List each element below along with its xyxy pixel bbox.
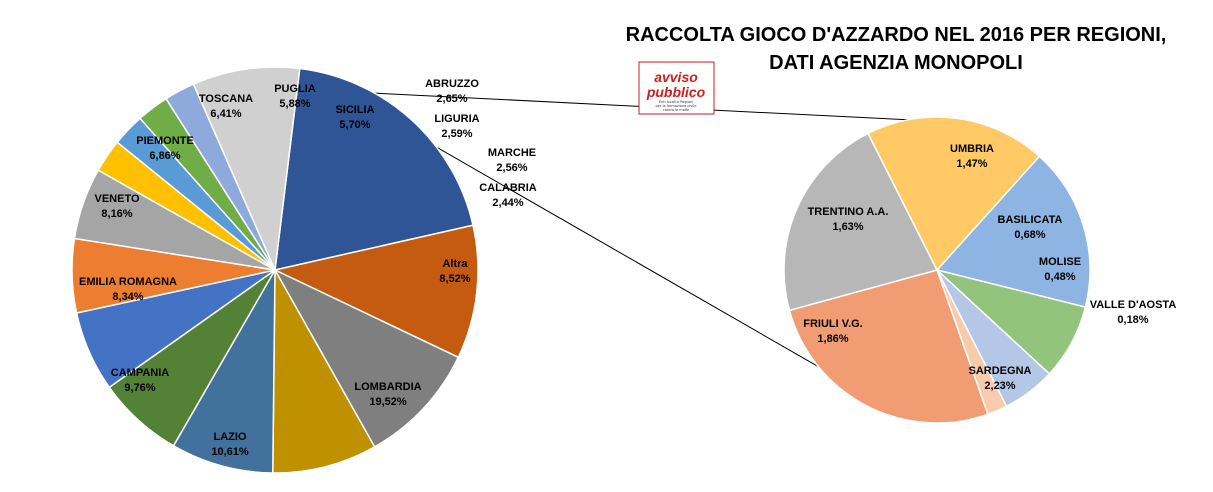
main-slice-altra: [192, 66, 301, 273]
main-value-veneto: 8,16%: [101, 208, 132, 220]
secondary-slice-umbria: [935, 155, 1091, 309]
main-value-sicilia: 5,70%: [339, 119, 370, 131]
main-value-liguria: 2,59%: [441, 128, 472, 140]
main-slice-veneto: [172, 267, 276, 474]
secondary-slice-trentino-a-a: [867, 116, 1041, 272]
secondary-pie: [783, 116, 1091, 424]
main-label-emilia-romagna: EMILIA ROMAGNA: [79, 276, 177, 288]
main-label-campania: CAMPANIA: [111, 367, 170, 379]
secondary-label-umbria: UMBRIA: [950, 143, 994, 155]
secondary-value-molise: 0,48%: [1044, 271, 1075, 283]
secondary-label-friuli-v-g: FRIULI V.G.: [803, 318, 863, 330]
main-value-emilia-romagna: 8,34%: [112, 291, 143, 303]
slice-labels: LOMBARDIA 19,52% LAZIO 10,61% CAMPANIA 9,76% E…: [79, 78, 1176, 458]
main-label-toscana: TOSCANA: [199, 93, 253, 105]
secondary-label-sardegna: SARDEGNA: [969, 365, 1032, 377]
logo-tagline1: Enti locali e Regioni: [659, 100, 693, 104]
main-value-lazio: 10,61%: [211, 446, 249, 458]
logo-frame: [638, 61, 715, 115]
main-label-veneto: VENETO: [94, 193, 139, 205]
main-label-liguria: LIGURIA: [434, 113, 479, 125]
main-value-marche: 2,56%: [496, 162, 527, 174]
secondary-slice-friuli-v-g: [783, 132, 939, 312]
main-value-lombardia: 19,52%: [369, 396, 407, 408]
main-label-marche: MARCHE: [488, 147, 536, 159]
main-label-calabria: CALABRIA: [479, 182, 536, 194]
main-value-campania: 9,76%: [124, 382, 155, 394]
secondary-value-friuli-v-g: 1,86%: [817, 333, 848, 345]
main-label-puglia: PUGLIA: [274, 83, 316, 95]
secondary-value-umbria: 1,47%: [956, 158, 987, 170]
main-value-altra: 8,52%: [439, 273, 470, 285]
main-pie: [71, 66, 479, 474]
main-label-lombardia: LOMBARDIA: [354, 381, 421, 393]
main-slice-campania: [273, 268, 460, 448]
secondary-slice-sardegna: [788, 269, 989, 424]
logo-tagline3: contro le mafie: [663, 108, 689, 112]
main-label-altra: Altra: [442, 258, 468, 270]
main-value-toscana: 6,41%: [210, 108, 241, 120]
main-slice-lazio: [272, 224, 479, 359]
secondary-label-valle-d-aosta: VALLE D'AOSTA: [1090, 299, 1177, 311]
secondary-value-basilicata: 0,68%: [1014, 229, 1045, 241]
secondary-label-trentino-a-a: TRENTINO A.A.: [808, 206, 889, 218]
main-label-lazio: LAZIO: [214, 431, 247, 443]
chart-title-line1: RACCOLTA GIOCO D'AZZARDO NEL 2016 PER RE…: [626, 24, 1167, 46]
secondary-value-valle-d-aosta: 0,18%: [1117, 314, 1148, 326]
secondary-label-molise: MOLISE: [1039, 256, 1081, 268]
logo-tagline2: per la formazione civile: [656, 104, 697, 108]
main-slice-emilia-romagna: [272, 267, 376, 474]
chart-title-line2: DATI AGENZIA MONOPOLI: [769, 52, 1023, 74]
main-label-abruzzo: ABRUZZO: [425, 78, 479, 90]
logo-word2: pubblico: [646, 84, 706, 100]
main-value-abruzzo: 2,65%: [436, 93, 467, 105]
avviso-pubblico-logo: avviso pubblico Enti locali e Regioni pe…: [638, 61, 715, 115]
main-label-sicilia: SICILIA: [335, 104, 374, 116]
main-value-calabria: 2,44%: [492, 197, 523, 209]
main-label-piemonte: PIEMONTE: [136, 135, 193, 147]
main-slice-lombardia: [274, 67, 474, 271]
secondary-value-trentino-a-a: 1,63%: [832, 221, 863, 233]
main-value-piemonte: 6,86%: [149, 150, 180, 162]
secondary-label-basilicata: BASILICATA: [998, 214, 1063, 226]
logo-word1: avviso: [654, 69, 698, 85]
main-value-puglia: 5,88%: [279, 98, 310, 110]
secondary-value-sardegna: 2,23%: [984, 380, 1015, 392]
